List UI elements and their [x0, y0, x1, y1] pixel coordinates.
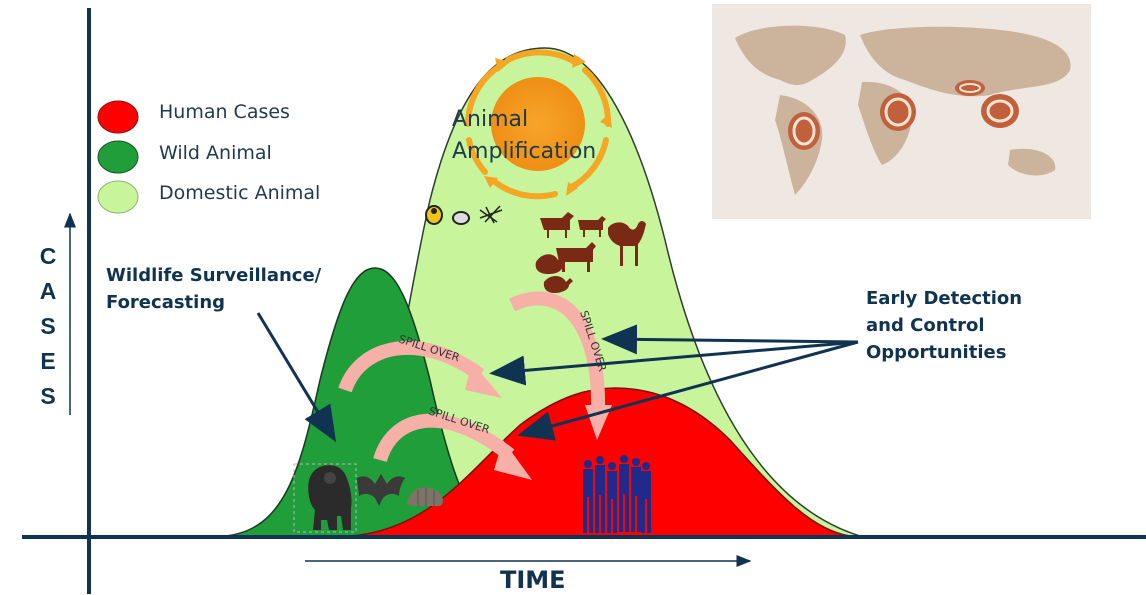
early-detection-arrow-2 [489, 340, 859, 386]
y-axis-letter: A [39, 278, 57, 304]
tick-icon [425, 205, 470, 225]
y-axis-letter: E [40, 348, 56, 374]
gorilla-icon [293, 463, 357, 533]
legend-swatch-human [97, 100, 139, 134]
early-line-3: Opportunities [866, 342, 1007, 363]
x-axis-label: TIME [500, 566, 566, 594]
bat-icon [357, 474, 405, 506]
amplification-label: Animal Amplification [452, 104, 596, 168]
early-line-1: Early Detection [866, 288, 1023, 309]
wild-animal-curve [224, 267, 501, 537]
y-axis-letter: S [40, 383, 56, 409]
early-line-2: and Control [866, 315, 985, 336]
amplification-line-1: Animal [452, 107, 529, 132]
legend-label-wild: Wild Animal [159, 142, 272, 164]
amplification-line-2: Amplification [452, 139, 597, 164]
livestock-icon [535, 212, 606, 293]
legend-swatch-domestic [97, 180, 139, 214]
early-detection-arrow-1 [601, 324, 859, 355]
early-detection-arrow-3 [517, 340, 859, 441]
legend-label-domestic: Domestic Animal [159, 182, 321, 204]
y-axis-letter: C [39, 243, 57, 269]
y-axis-letter: S [40, 313, 56, 339]
sun-icon [465, 49, 612, 200]
wildlife-line-2: Forecasting [106, 292, 226, 313]
early-detection-callout: Early Detection and Control Opportunitie… [866, 285, 1022, 366]
people-icon [583, 455, 651, 533]
wildlife-surveillance-callout: Wildlife Surveillance/ Forecasting [106, 262, 321, 316]
legend-label-human: Human Cases [159, 101, 290, 123]
mosquito-icon [479, 205, 503, 224]
wildlife-line-1: Wildlife Surveillance/ [106, 265, 322, 286]
armadillo-icon [407, 487, 443, 506]
map-icon [712, 4, 1091, 219]
wildlife-callout-arrow [256, 312, 337, 443]
legend-swatch-wild [97, 140, 139, 174]
camel-icon [608, 221, 646, 266]
